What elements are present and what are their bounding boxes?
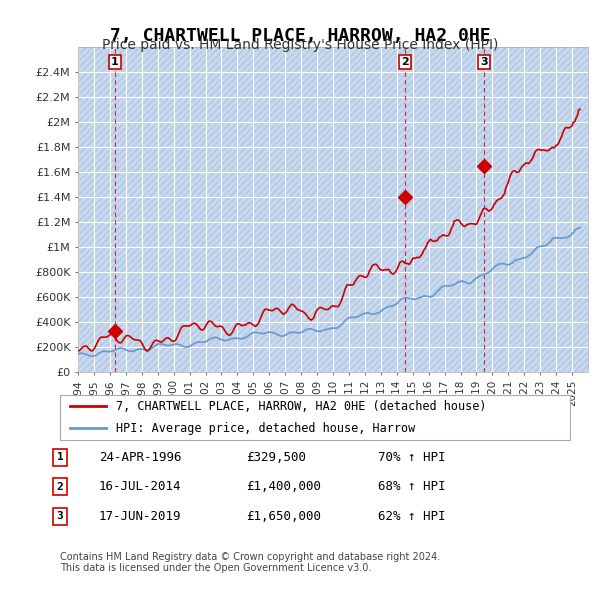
Text: 7, CHARTWELL PLACE, HARROW, HA2 0HE (detached house): 7, CHARTWELL PLACE, HARROW, HA2 0HE (det…	[116, 400, 487, 413]
Text: 2: 2	[56, 482, 64, 491]
Text: 24-APR-1996: 24-APR-1996	[99, 451, 182, 464]
Text: 2: 2	[401, 57, 409, 67]
Text: £1,400,000: £1,400,000	[246, 480, 321, 493]
Text: 1: 1	[111, 57, 119, 67]
Text: 16-JUL-2014: 16-JUL-2014	[99, 480, 182, 493]
Text: 62% ↑ HPI: 62% ↑ HPI	[378, 510, 445, 523]
Text: 3: 3	[480, 57, 488, 67]
Text: 70% ↑ HPI: 70% ↑ HPI	[378, 451, 445, 464]
Text: Price paid vs. HM Land Registry's House Price Index (HPI): Price paid vs. HM Land Registry's House …	[102, 38, 498, 53]
Text: HPI: Average price, detached house, Harrow: HPI: Average price, detached house, Harr…	[116, 422, 415, 435]
Text: £329,500: £329,500	[246, 451, 306, 464]
Text: 17-JUN-2019: 17-JUN-2019	[99, 510, 182, 523]
Text: This data is licensed under the Open Government Licence v3.0.: This data is licensed under the Open Gov…	[60, 563, 371, 573]
Text: 3: 3	[56, 512, 64, 521]
Text: 1: 1	[56, 453, 64, 462]
Text: £1,650,000: £1,650,000	[246, 510, 321, 523]
Text: 7, CHARTWELL PLACE, HARROW, HA2 0HE: 7, CHARTWELL PLACE, HARROW, HA2 0HE	[110, 27, 490, 45]
Text: 68% ↑ HPI: 68% ↑ HPI	[378, 480, 445, 493]
Text: Contains HM Land Registry data © Crown copyright and database right 2024.: Contains HM Land Registry data © Crown c…	[60, 552, 440, 562]
